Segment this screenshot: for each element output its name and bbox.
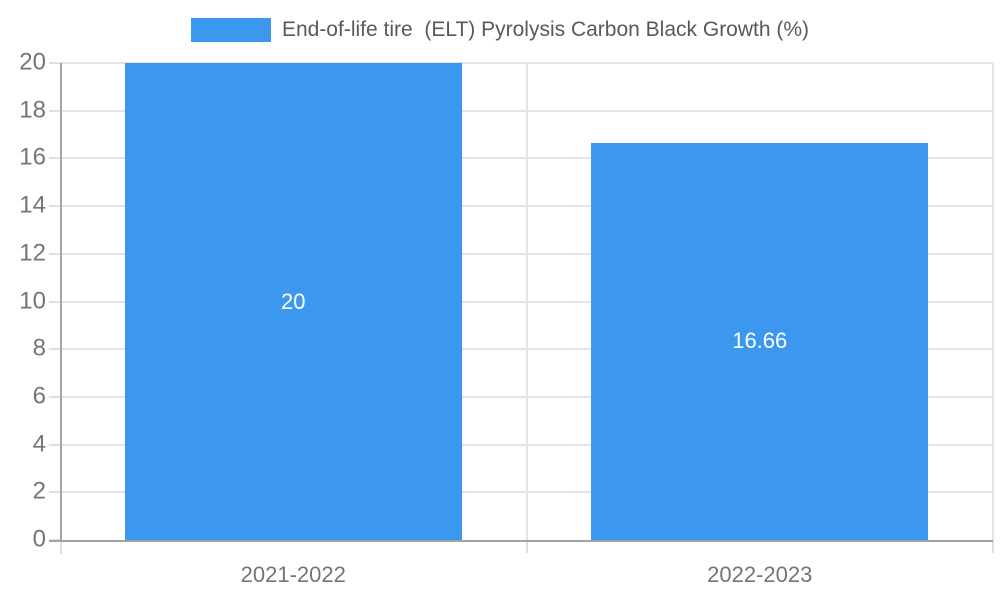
- y-axis-tick: [49, 491, 60, 494]
- gridline-vertical: [525, 63, 528, 540]
- y-axis-line: [60, 63, 62, 540]
- y-axis-label: 10: [19, 286, 46, 314]
- y-axis-tick: [49, 109, 60, 112]
- y-axis-tick: [49, 443, 60, 446]
- y-axis-tick: [49, 395, 60, 398]
- y-axis-label: 14: [19, 191, 46, 219]
- y-axis-tick: [49, 252, 60, 255]
- y-axis-label: 8: [32, 334, 46, 362]
- x-axis-tick: [992, 540, 994, 553]
- y-axis-tick: [49, 205, 60, 208]
- y-axis-tick-extension: [60, 540, 62, 554]
- y-axis-label: 2: [32, 477, 46, 505]
- y-axis-labels: 0 2 4 6 8 10 12 14 16 18 20: [0, 48, 46, 552]
- y-axis-tick: [49, 300, 60, 303]
- bar-value-label: 20: [280, 288, 306, 314]
- y-axis-label: 20: [19, 48, 46, 76]
- bar: 20: [124, 63, 462, 540]
- y-axis-tick: [49, 348, 60, 351]
- x-axis-label: 2022-2023: [707, 562, 813, 587]
- y-axis-label: 12: [19, 239, 46, 267]
- x-axis-line: [49, 540, 993, 542]
- y-axis-label: 6: [32, 382, 46, 410]
- gridline-vertical: [992, 63, 994, 540]
- legend-label: End-of-life tire (ELT) Pyrolysis Carbon …: [281, 18, 810, 41]
- y-axis-label: 16: [19, 143, 46, 171]
- y-axis-label: 4: [32, 430, 46, 458]
- bar-value-label: 16.66: [732, 328, 788, 354]
- y-axis-tick: [49, 62, 60, 64]
- bar: 16.66: [591, 142, 929, 540]
- legend-swatch: [190, 18, 271, 42]
- x-axis-tick: [525, 540, 528, 553]
- x-axis-label: 2021-2022: [240, 562, 346, 587]
- legend: End-of-life tire (ELT) Pyrolysis Carbon …: [0, 17, 1000, 43]
- y-axis-tick: [49, 157, 60, 160]
- plot-area: 20 16.66: [49, 62, 994, 554]
- y-axis-label: 0: [32, 525, 46, 553]
- y-axis-label: 18: [19, 96, 46, 124]
- x-axis-labels: 2021-2022 2022-2023: [60, 558, 993, 592]
